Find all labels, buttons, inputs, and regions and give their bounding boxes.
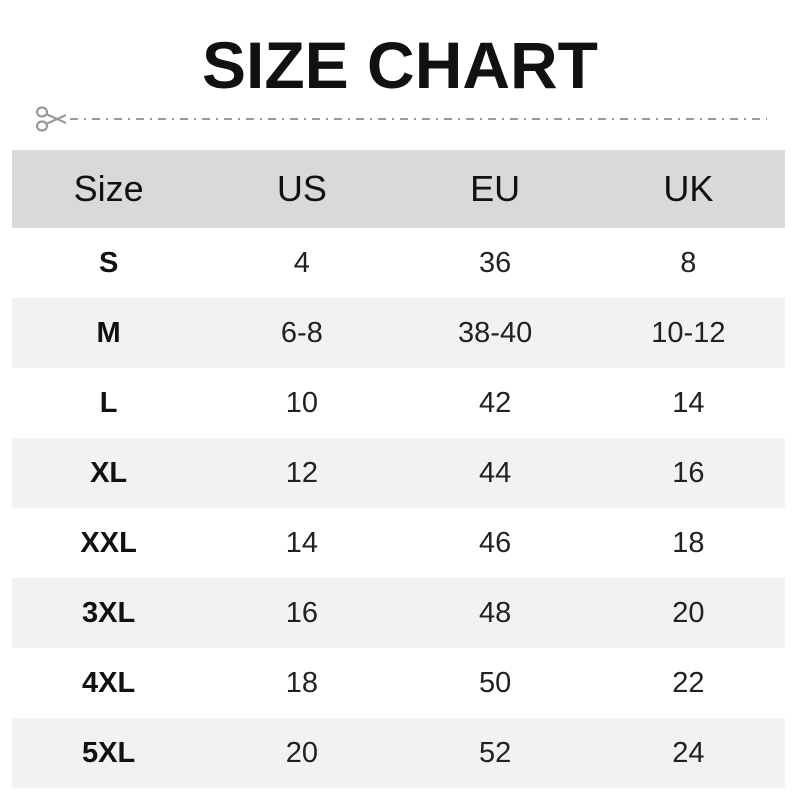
table-cell-eu: 50 [478, 666, 512, 699]
table-cell-us: 10 [285, 386, 318, 419]
table-cell-uk: 24 [591, 718, 785, 788]
table-cell-eu: 38-40 [398, 298, 592, 368]
table-cell-us: 18 [285, 666, 318, 699]
table-cell-uk: 8 [680, 246, 697, 279]
table-cell-eu: 52 [398, 718, 592, 788]
table-row: XXL 14 46 18 [12, 508, 785, 578]
table-cell-uk: 14 [672, 386, 705, 419]
page-title: SIZE CHART [202, 28, 598, 102]
table-cell-us: 6-8 [205, 298, 399, 368]
table-cell-us: 4 [293, 246, 310, 279]
table-row: 5XL 20 52 24 [12, 718, 785, 788]
table-cell-uk: 22 [672, 666, 705, 699]
header-row: Size US EU UK [12, 150, 785, 228]
table-row: 4XL 18 50 22 [12, 648, 785, 718]
column-header-size: Size [12, 150, 206, 228]
size-cell: 5XL [12, 718, 206, 788]
table-cell-eu: 48 [398, 578, 592, 648]
table-cell-eu: 46 [478, 526, 512, 559]
column-header-eu: EU [398, 150, 592, 228]
size-cell: XXL [80, 526, 137, 559]
size-cell: 3XL [12, 578, 206, 648]
table-cell-eu: 44 [398, 438, 592, 508]
table-cell-eu: 36 [478, 246, 512, 279]
table-cell-us: 20 [205, 718, 399, 788]
table-cell-eu: 42 [478, 386, 512, 419]
table-cell-us: 12 [205, 438, 399, 508]
table-row: L 10 42 14 [12, 368, 785, 438]
column-header-us: US [205, 150, 399, 228]
size-cell: S [98, 246, 119, 279]
table-cell-us: 14 [285, 526, 318, 559]
size-cell: L [99, 386, 118, 419]
table-row: 3XL 16 48 20 [12, 578, 785, 648]
scissors-icon [35, 106, 67, 132]
table-row: M 6-8 38-40 10-12 [12, 298, 785, 368]
size-cell: M [12, 298, 206, 368]
size-cell: XL [12, 438, 206, 508]
size-chart-table: Size US EU UK S 4 36 8 M 6-8 38-40 10-12 L 10 42 14 XL 1… [12, 150, 785, 788]
cut-line [35, 106, 767, 132]
table-cell-uk: 20 [591, 578, 785, 648]
table-cell-uk: 18 [672, 526, 705, 559]
table-cell-uk: 10-12 [591, 298, 785, 368]
table-cell-us: 16 [205, 578, 399, 648]
column-header-uk: UK [591, 150, 785, 228]
size-cell: 4XL [82, 666, 136, 699]
table-cell-uk: 16 [591, 438, 785, 508]
table-row: S 4 36 8 [12, 228, 785, 298]
table-row: XL 12 44 16 [12, 438, 785, 508]
